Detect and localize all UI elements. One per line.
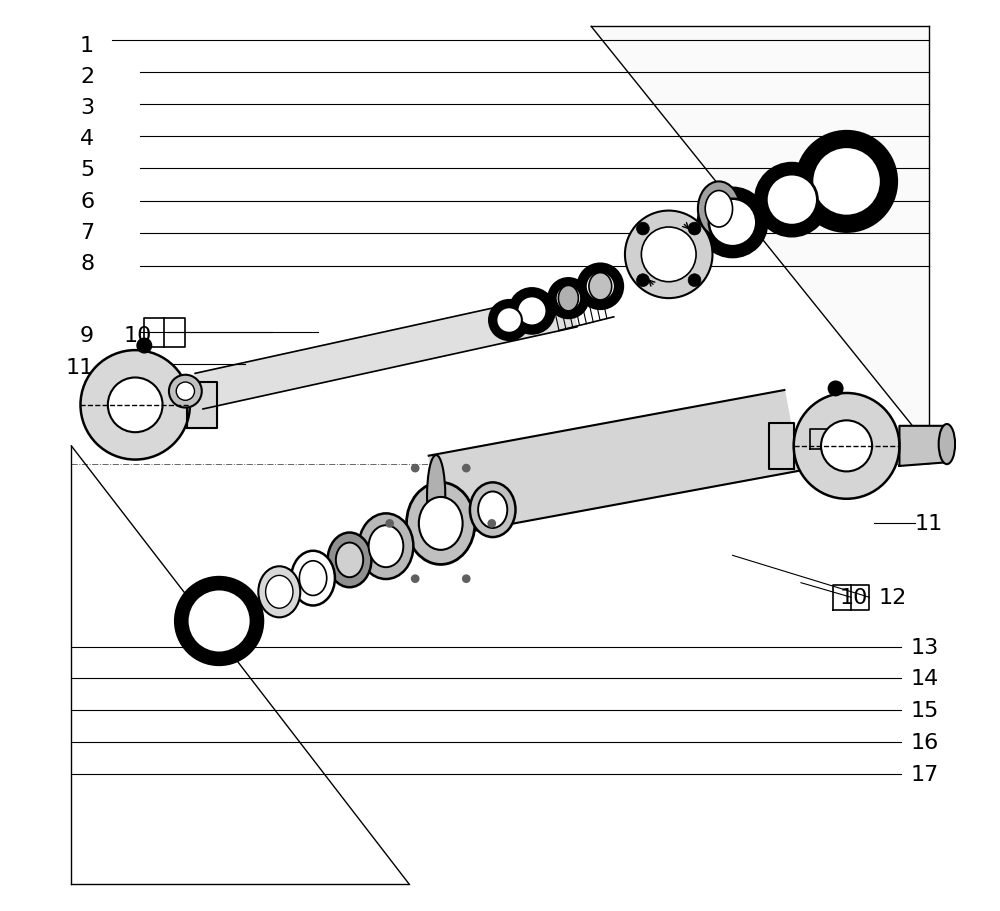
Ellipse shape — [291, 551, 335, 606]
Ellipse shape — [427, 456, 445, 537]
Text: 15: 15 — [910, 701, 939, 721]
Circle shape — [766, 175, 817, 226]
Polygon shape — [810, 429, 847, 449]
Circle shape — [806, 422, 842, 458]
Text: 11: 11 — [66, 357, 94, 377]
Circle shape — [496, 308, 522, 333]
Text: 4: 4 — [80, 128, 94, 148]
Text: 14: 14 — [910, 669, 939, 689]
Circle shape — [488, 520, 495, 527]
Ellipse shape — [698, 182, 740, 237]
Polygon shape — [195, 292, 577, 410]
Polygon shape — [899, 426, 947, 466]
Circle shape — [586, 272, 615, 302]
Circle shape — [175, 578, 263, 665]
Circle shape — [812, 148, 881, 217]
Circle shape — [187, 589, 251, 653]
Ellipse shape — [939, 425, 955, 465]
Text: 8: 8 — [80, 254, 94, 274]
Circle shape — [698, 189, 767, 258]
Circle shape — [828, 382, 843, 396]
Circle shape — [794, 394, 899, 499]
Text: 11: 11 — [915, 514, 943, 534]
Ellipse shape — [258, 567, 300, 618]
Ellipse shape — [478, 492, 507, 528]
Circle shape — [169, 375, 202, 408]
Text: 6: 6 — [80, 191, 94, 211]
Circle shape — [641, 228, 696, 282]
Ellipse shape — [359, 514, 413, 579]
Circle shape — [625, 211, 712, 299]
Ellipse shape — [369, 526, 403, 568]
Circle shape — [412, 465, 419, 472]
Polygon shape — [769, 424, 794, 469]
Text: 17: 17 — [910, 764, 939, 784]
Text: 16: 16 — [910, 732, 939, 752]
Circle shape — [755, 164, 828, 237]
Circle shape — [489, 301, 529, 341]
Circle shape — [463, 576, 470, 583]
Circle shape — [517, 297, 547, 326]
Circle shape — [463, 465, 470, 472]
Circle shape — [556, 286, 581, 312]
Text: 3: 3 — [80, 97, 94, 118]
Ellipse shape — [266, 576, 293, 609]
Text: 7: 7 — [80, 222, 94, 242]
Polygon shape — [591, 27, 929, 446]
Ellipse shape — [299, 561, 327, 596]
Circle shape — [637, 274, 649, 287]
Ellipse shape — [328, 533, 371, 588]
Circle shape — [709, 200, 756, 247]
Ellipse shape — [705, 191, 733, 228]
Text: 13: 13 — [910, 637, 939, 657]
Circle shape — [637, 223, 649, 236]
Text: 10: 10 — [123, 325, 152, 345]
Circle shape — [578, 264, 623, 310]
Ellipse shape — [470, 483, 516, 537]
Text: 1: 1 — [80, 36, 94, 56]
Text: 10: 10 — [839, 588, 868, 608]
Polygon shape — [429, 391, 799, 537]
Circle shape — [688, 223, 701, 236]
Ellipse shape — [558, 286, 578, 312]
Circle shape — [412, 576, 419, 583]
Circle shape — [137, 339, 152, 353]
Circle shape — [796, 132, 897, 232]
Polygon shape — [187, 383, 217, 428]
Circle shape — [821, 421, 872, 472]
Text: 5: 5 — [80, 159, 94, 179]
Text: 9: 9 — [80, 325, 94, 345]
Ellipse shape — [336, 543, 363, 578]
Circle shape — [386, 520, 393, 527]
Circle shape — [108, 378, 163, 433]
Ellipse shape — [589, 273, 612, 301]
Circle shape — [688, 274, 701, 287]
Circle shape — [509, 289, 555, 334]
Text: 2: 2 — [80, 67, 94, 87]
Text: 12: 12 — [878, 588, 907, 608]
Circle shape — [80, 351, 190, 460]
Circle shape — [548, 279, 588, 319]
Circle shape — [176, 383, 194, 401]
Ellipse shape — [419, 497, 463, 550]
Ellipse shape — [407, 483, 475, 565]
